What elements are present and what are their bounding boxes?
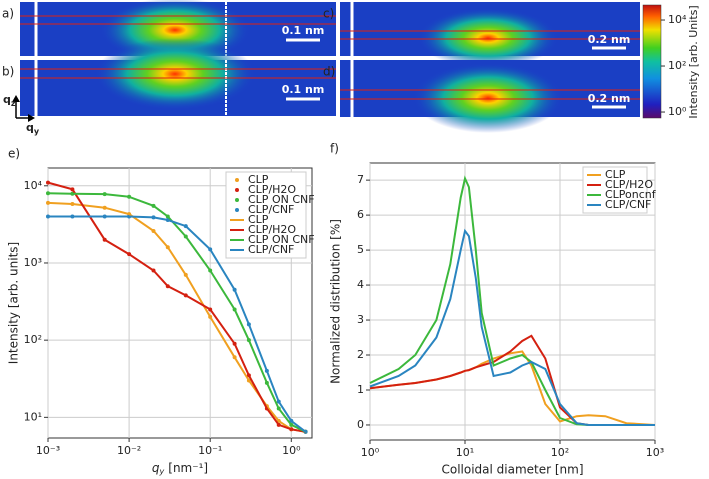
image-label: d) (323, 65, 335, 79)
series-line (47, 192, 307, 433)
x-tick-label: 10⁻¹ (198, 444, 222, 457)
colorbar-tick-label: 10⁴ (668, 13, 687, 26)
legend-label: CLP/H2O (248, 183, 296, 196)
y-axis-label: Normalized distribution [%] (329, 219, 343, 384)
x-tick-label: 10² (551, 446, 569, 459)
colorbar-tick-label: 10² (668, 59, 686, 72)
legend-label: CLP/CNF (248, 243, 294, 256)
y-tick-label: 1 (357, 383, 364, 396)
legend-label: CLP/H2O (248, 223, 296, 236)
series-line (47, 201, 306, 433)
colorbar (642, 4, 662, 119)
legend-label: CLP (248, 213, 269, 226)
y-axis-label: Intensity [arb. units] (7, 242, 21, 364)
scale-bar-label: 0.1 nm (282, 24, 325, 37)
image-label: b) (2, 65, 14, 79)
scale-bar-label: 0.1 nm (282, 83, 325, 96)
legend-marker (235, 178, 239, 182)
x-tick-label: 10⁰ (282, 444, 301, 457)
legend-label: CLP (248, 173, 269, 186)
image-label: a) (2, 7, 14, 21)
legend-label: CLP ON CNF (248, 233, 315, 246)
y-tick-label: 10¹ (24, 410, 42, 423)
image-d (340, 60, 640, 133)
x-tick-label: 10⁻³ (36, 444, 60, 457)
legend-marker (235, 188, 239, 192)
y-tick-label: 6 (357, 208, 364, 221)
series-line (369, 228, 655, 426)
legend-marker (235, 198, 239, 202)
colorbar-label: Intensity [arb. Units] (687, 5, 700, 118)
image-c (340, 2, 640, 68)
qy-label: qy (26, 121, 40, 136)
legend-label: CLP/H2O (605, 178, 653, 191)
legend-marker (235, 208, 239, 212)
image-label: c) (323, 7, 334, 21)
y-tick-label: 3 (357, 313, 364, 326)
y-tick-label: 7 (357, 173, 364, 186)
x-tick-label: 10⁰ (361, 446, 380, 459)
subscript: y (159, 467, 165, 476)
x-tick-label: 10⁻² (117, 444, 141, 457)
y-tick-label: 4 (357, 278, 364, 291)
symbol: q (152, 461, 160, 475)
y-tick-label: 10⁴ (24, 179, 43, 192)
unit: [nm⁻¹] (168, 461, 208, 475)
symbol: q (26, 121, 34, 134)
panel-label: e) (8, 147, 20, 161)
symbol: q (3, 93, 11, 106)
x-tick-label: 10³ (646, 446, 664, 459)
panel-label: f) (330, 142, 339, 156)
subscript: y (34, 127, 40, 136)
scale-bar-label: 0.2 nm (588, 33, 631, 46)
legend-label: CLP/CNF (248, 203, 294, 216)
y-tick-label: 10² (24, 333, 42, 346)
y-tick-label: 2 (357, 348, 364, 361)
colorbar-tick-label: 10⁰ (668, 105, 687, 118)
legend-box (225, 171, 307, 259)
subscript: z (11, 99, 16, 108)
series-line (47, 181, 306, 433)
orientation-arrows (12, 95, 35, 122)
qz-label: qz (3, 93, 16, 108)
y-tick-label: 10³ (24, 256, 42, 269)
scale-bar-label: 0.2 nm (588, 92, 631, 105)
legend-label: CLP (605, 168, 626, 181)
legend-label: CLP ON CNF (248, 193, 315, 206)
x-axis-label: Colloidal diameter [nm] (441, 463, 583, 477)
x-axis-label: qy [nm⁻¹] (152, 461, 208, 476)
legend-label: CLP/CNF (605, 198, 651, 211)
x-tick-label: 10¹ (456, 446, 474, 459)
series-line (48, 215, 307, 433)
y-tick-label: 5 (357, 243, 364, 256)
legend-label: CLPoncnf (605, 188, 657, 201)
image-b (20, 38, 336, 116)
y-tick-label: 0 (357, 418, 364, 431)
